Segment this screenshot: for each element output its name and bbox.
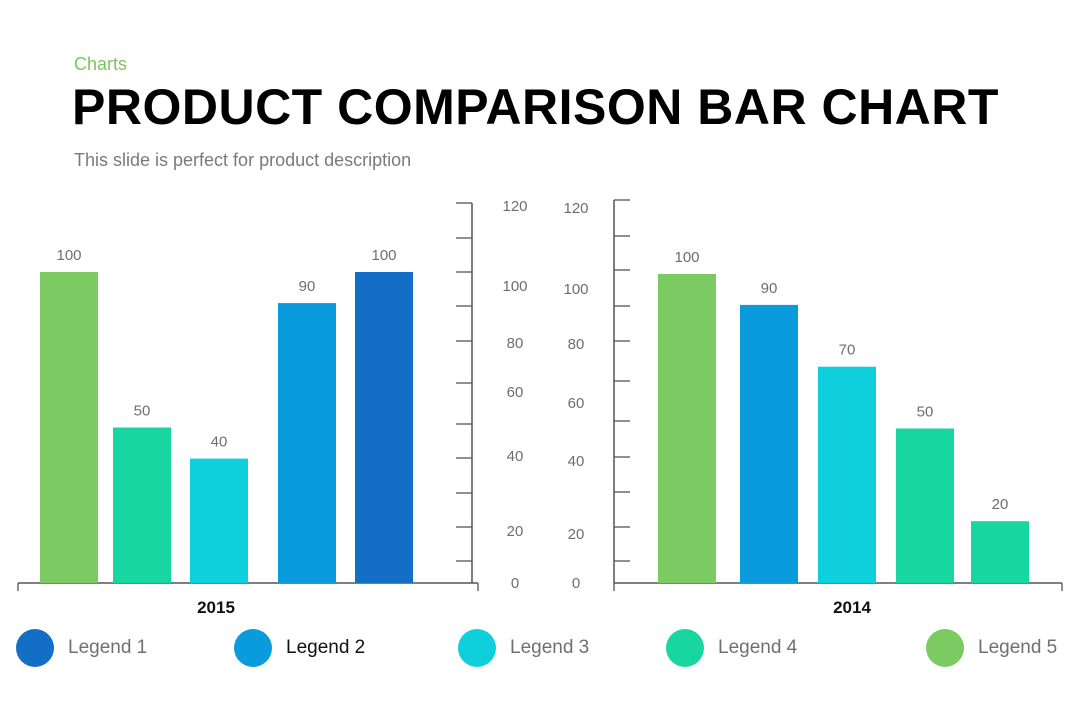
y-tick-label-2015-6: 0 xyxy=(511,575,519,592)
data-label-2015-2: 50 xyxy=(134,403,151,420)
y-tick-label-2014-0: 120 xyxy=(563,200,588,217)
data-label-2014-5: 20 xyxy=(992,496,1009,513)
bar-2015-3 xyxy=(190,458,248,583)
x-axis-label-2015: 2015 xyxy=(197,598,235,617)
y-tick-label-2015-5: 20 xyxy=(507,523,524,540)
bar-2015-5 xyxy=(355,272,413,583)
bar-2014-5 xyxy=(971,521,1029,583)
page-subtitle: This slide is perfect for product descri… xyxy=(74,150,412,170)
legend-item-2: Legend 2 xyxy=(234,628,365,668)
y-tick-label-2014-6: 0 xyxy=(572,575,580,592)
legend-2-label: Legend 2 xyxy=(286,637,366,658)
y-tick-label-2014-3: 60 xyxy=(568,395,585,412)
legend-5-label: Legend 5 xyxy=(978,637,1058,658)
bar-2014-3 xyxy=(818,366,876,583)
legend-3-label: Legend 3 xyxy=(510,637,590,658)
y-tick-label-2015-4: 40 xyxy=(507,448,524,465)
x-axis-label-2014: 2014 xyxy=(833,598,871,617)
y-tick-label-2014-2: 80 xyxy=(568,336,585,353)
y-tick-label-2014-1: 100 xyxy=(563,281,588,298)
bar-2015-1 xyxy=(40,272,98,583)
data-label-2015-3: 40 xyxy=(211,434,228,451)
category-label: Charts xyxy=(74,54,128,74)
bar-2015-4 xyxy=(278,303,336,583)
bar-2014-2 xyxy=(740,304,798,583)
legend-1-label: Legend 1 xyxy=(68,637,148,658)
legend-item-5: Legend 5 xyxy=(926,628,1057,668)
data-label-2014-2: 90 xyxy=(761,280,778,297)
legend-5-swatch xyxy=(926,629,964,667)
legend-3-swatch xyxy=(458,629,496,667)
page-title: PRODUCT COMPARISON BAR CHART xyxy=(72,79,999,135)
data-label-2015-1: 100 xyxy=(56,247,81,264)
legend-4-swatch xyxy=(666,629,704,667)
bar-2015-2 xyxy=(113,427,171,583)
data-label-2014-4: 50 xyxy=(917,404,934,421)
legend-2-swatch xyxy=(234,629,272,667)
bar-2014-4 xyxy=(896,428,954,583)
y-tick-label-2015-2: 80 xyxy=(507,335,524,352)
legend-item-3: Legend 3 xyxy=(458,628,589,668)
legend-item-4: Legend 4 xyxy=(666,628,797,668)
y-tick-label-2014-5: 20 xyxy=(568,526,585,543)
y-tick-label-2015-3: 60 xyxy=(507,384,524,401)
data-label-2014-3: 70 xyxy=(839,342,856,359)
data-label-2015-5: 100 xyxy=(371,247,396,264)
data-label-2015-4: 90 xyxy=(299,278,316,295)
y-tick-label-2015-0: 120 xyxy=(502,198,527,215)
legend-4-label: Legend 4 xyxy=(718,637,798,658)
y-tick-label-2014-4: 40 xyxy=(568,453,585,470)
y-tick-label-2015-1: 100 xyxy=(502,278,527,295)
bar-2014-1 xyxy=(658,274,716,583)
data-label-2014-1: 100 xyxy=(674,249,699,266)
legend-item-1: Legend 1 xyxy=(16,628,147,668)
legend-1-swatch xyxy=(16,629,54,667)
